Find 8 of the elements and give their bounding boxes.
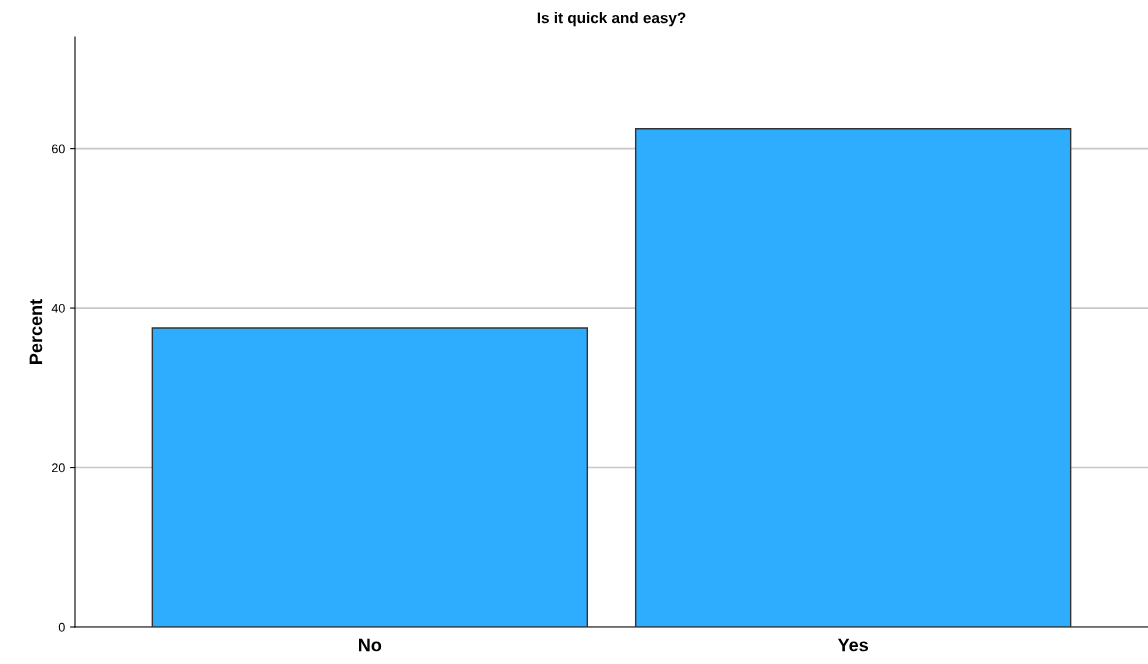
x-tick-label: No xyxy=(359,638,382,652)
chart-title: Is it quick and easy? xyxy=(537,12,686,27)
y-axis-title: Percent xyxy=(29,299,43,364)
y-tick-label: 0 xyxy=(58,622,65,632)
y-tick-label: 40 xyxy=(51,303,65,313)
x-tick-label: Yes xyxy=(837,638,868,652)
y-tick-label: 20 xyxy=(52,463,65,473)
y-tick-label: 60 xyxy=(52,144,65,154)
